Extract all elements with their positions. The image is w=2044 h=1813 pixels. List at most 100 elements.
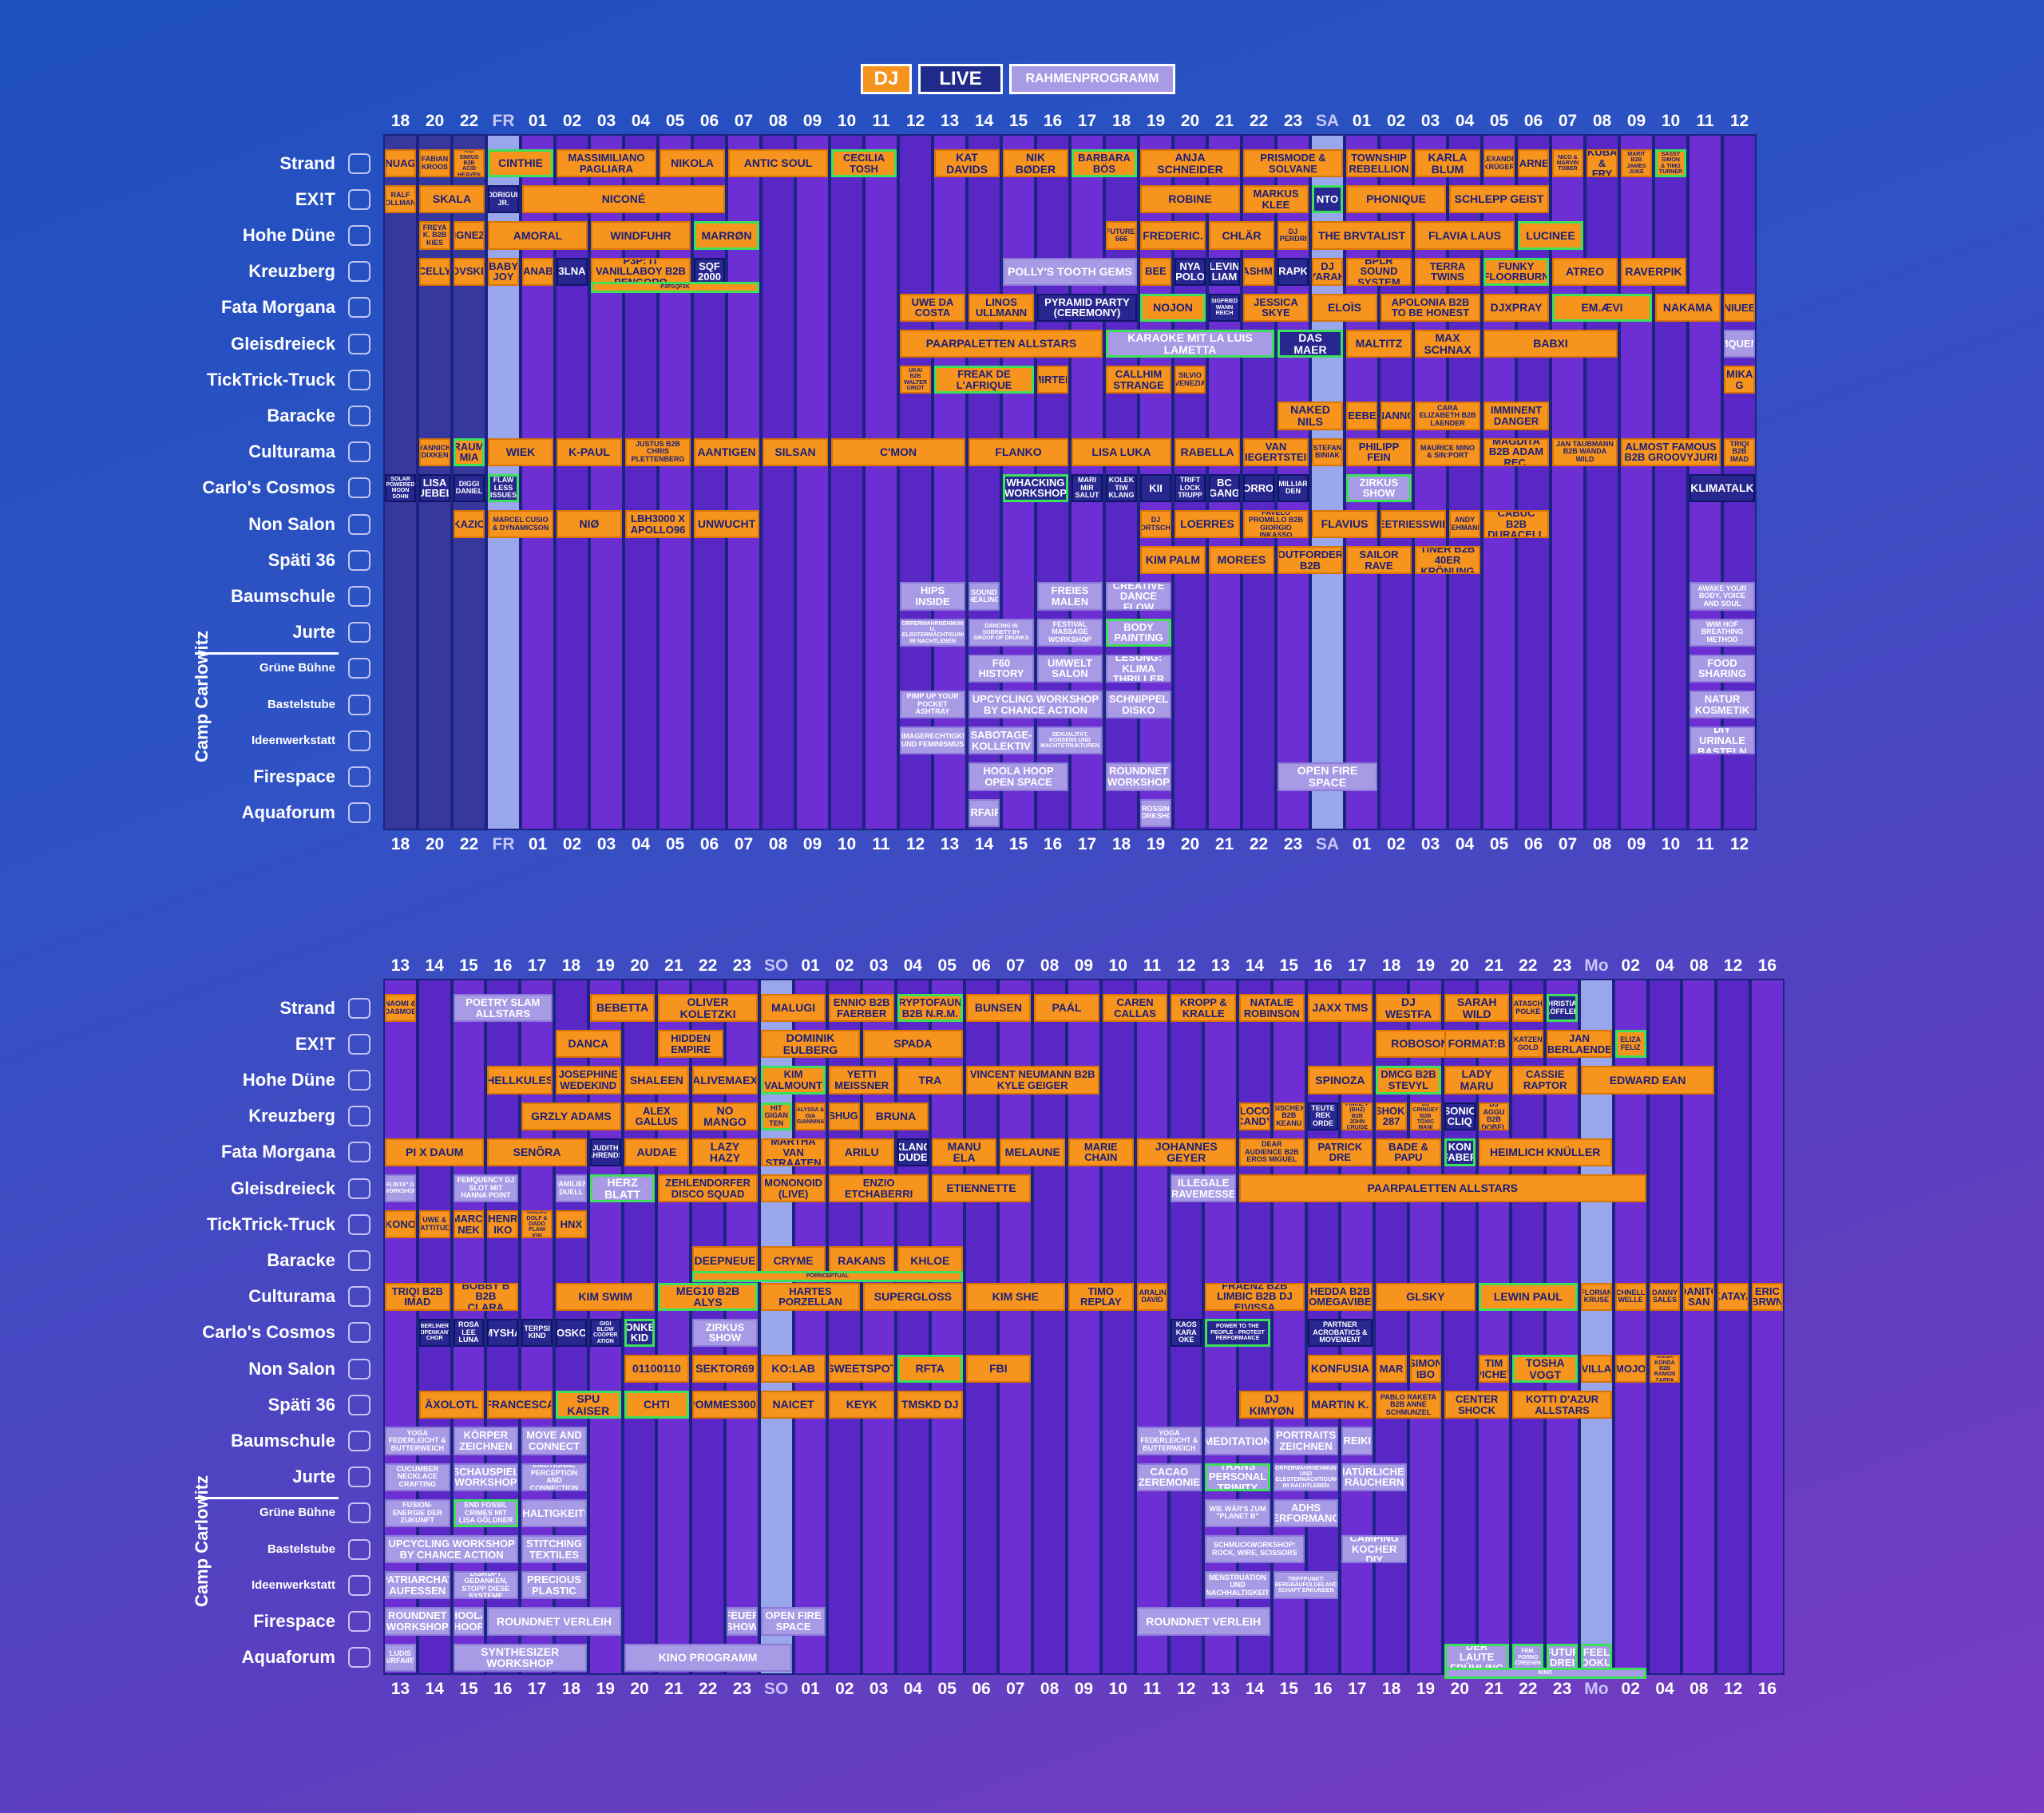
event-dj[interactable]: C'MON xyxy=(831,437,965,466)
event-dj[interactable]: STEFAN BINIAK xyxy=(1312,437,1343,466)
event-rp[interactable]: MENSTRUATION UND NACHHALTIGKEIT xyxy=(1205,1571,1270,1600)
event-dj[interactable]: PATRICK DRE xyxy=(1307,1138,1373,1166)
event-dj[interactable]: UNWUCHT xyxy=(694,510,759,539)
event-dj[interactable]: NANNO xyxy=(1380,402,1412,430)
event-dj[interactable]: MARKUS KLEE xyxy=(1243,185,1309,214)
event-dj[interactable]: DJ AGGU B2B DOBEL xyxy=(1478,1102,1510,1130)
event-dj[interactable]: JAN OBERLAENDER xyxy=(1547,1030,1612,1059)
event-dj[interactable]: TERRA TWINS xyxy=(1415,257,1480,286)
event-dj[interactable]: JAXX TMS xyxy=(1307,994,1373,1023)
event-dj[interactable]: ANDY LEHMANN xyxy=(1449,510,1480,539)
event-live[interactable]: NYA POLO xyxy=(1175,257,1206,286)
event-dj[interactable]: DJ HYPERDRIVE xyxy=(1278,221,1309,250)
event-dj[interactable]: DANCA xyxy=(556,1030,621,1059)
event-dj[interactable]: ENNIO B2B FAERBER xyxy=(829,994,894,1023)
event-rp[interactable]: GUMO HIPS INSIDE YOGA xyxy=(900,582,965,611)
event-dj[interactable]: TRA xyxy=(897,1066,963,1095)
event-dj[interactable]: GLSKY xyxy=(1376,1282,1476,1311)
event-dj[interactable]: TRIQI B2B IMAD xyxy=(1724,437,1755,466)
event-dj[interactable]: MAURICE MINO & SIN:PORT xyxy=(1415,437,1480,466)
event-rp[interactable]: CAMPING KOCHER DIY xyxy=(1341,1535,1407,1564)
event-dj[interactable]: KIM VALMOUNT xyxy=(760,1066,826,1095)
event-rp[interactable]: KÖRPERWAHRNEHMUNG UND SELBSTERMÄCHTIGUNG… xyxy=(1273,1463,1339,1491)
event-live[interactable]: SONIC CLIQ xyxy=(1444,1102,1476,1130)
event-dj[interactable]: BEETRIESSWIRT xyxy=(1380,510,1446,539)
event-dj[interactable]: KIM SHE xyxy=(965,1282,1065,1311)
event-rp[interactable]: MEDITATION xyxy=(1205,1427,1270,1455)
event-dj[interactable]: EM.ÆVI xyxy=(1552,293,1652,322)
event-live[interactable]: NTO xyxy=(1312,185,1343,214)
event-rp[interactable]: POLLY'S TOOTH GEMS xyxy=(1003,257,1137,286)
event-live[interactable]: CHRISTIAN LÖFFLER xyxy=(1547,994,1578,1023)
event-rp[interactable]: ROUNDNET VERLEIH xyxy=(1136,1607,1270,1636)
event-dj[interactable]: CHTI xyxy=(624,1391,690,1419)
event-dj[interactable]: NAKED NILS xyxy=(1278,402,1343,430)
event-rp[interactable]: DIY URINALE BASTELN xyxy=(1689,726,1755,755)
event-rp[interactable]: PRECIOUS PLASTIC xyxy=(521,1571,587,1600)
event-dj[interactable]: MALAC DOLF & DADO FLANI ION xyxy=(521,1210,553,1239)
event-rp[interactable]: AWAKE YOUR BODY, VOICE AND SOUL xyxy=(1689,582,1755,611)
event-dj[interactable]: FLAVIA LAUS xyxy=(1415,221,1515,250)
event-dj[interactable]: RFTA xyxy=(897,1355,963,1384)
event-dj[interactable]: BEBETTA xyxy=(589,994,656,1023)
event-dj[interactable]: MALUGI xyxy=(760,994,826,1023)
event-dj[interactable]: KAT DAVIDS xyxy=(934,149,1000,178)
event-dj[interactable]: NICONÉ xyxy=(522,185,725,214)
event-dj[interactable]: ELIZA FELIZ xyxy=(1614,1030,1646,1059)
event-rp[interactable]: FEEL DOKU xyxy=(1581,1643,1612,1672)
event-dj[interactable]: DJXPRAY xyxy=(1483,293,1549,322)
event-dj[interactable]: BARNET xyxy=(1518,149,1549,178)
event-rp[interactable]: UMWELT SALON xyxy=(1037,654,1103,683)
event-rp[interactable]: ILLEGALE RAVEMESSE xyxy=(1171,1174,1236,1203)
event-dj[interactable]: ALEX GALLUS xyxy=(624,1102,690,1130)
event-dj[interactable]: UKAI B2B WALTER GRIOT xyxy=(900,366,931,394)
event-dj[interactable]: VILLA xyxy=(1581,1355,1612,1384)
event-dj[interactable]: JOHANNES GEYER xyxy=(1136,1138,1236,1166)
event-dj[interactable]: MARALINA DAVID xyxy=(1136,1282,1168,1311)
event-rp[interactable]: CROSSING WORKSHOP xyxy=(1140,798,1171,827)
event-dj[interactable]: FUNKY FLOORBURN xyxy=(1483,257,1549,286)
event-dj[interactable]: FLAVIUS xyxy=(1312,510,1377,539)
event-dj[interactable]: MARIE CHAIN xyxy=(1068,1138,1134,1166)
event-dj[interactable]: IGNEZ xyxy=(454,221,485,250)
event-dj[interactable]: MOREES xyxy=(1209,546,1274,575)
event-dj[interactable]: DJ WESTFA xyxy=(1376,994,1441,1023)
event-rp[interactable]: MOVE AND CONNECT xyxy=(521,1427,587,1455)
event-dj[interactable]: SIMON IBO xyxy=(1410,1355,1441,1384)
event-rp[interactable]: KÖRPER ZEICHNEN xyxy=(453,1427,519,1455)
event-dj[interactable]: LINOS ULLMANN xyxy=(969,293,1034,322)
event-live[interactable]: RAPK xyxy=(1278,257,1309,286)
event-dj[interactable]: DANITO SAN xyxy=(1683,1282,1715,1311)
event-dj[interactable]: ENZIO ETCHABERRI xyxy=(829,1174,929,1203)
event-rp[interactable]: PIMP UP YOUR POCKET ASHTRAY xyxy=(900,691,965,719)
event-dj[interactable]: HANABY xyxy=(522,257,553,286)
event-dj[interactable]: RAVERPIK xyxy=(1621,257,1686,286)
event-dj[interactable]: PABLO RAKETA B2B ANNE SCHMUNZEL xyxy=(1376,1391,1441,1419)
event-dj[interactable]: KATAYA xyxy=(1717,1282,1749,1311)
event-dj[interactable]: HIT GIGAN TEN xyxy=(760,1102,792,1130)
event-dj[interactable]: KARLA BLUM xyxy=(1415,149,1480,178)
event-dj[interactable]: ANNA KONDA B2B RAMON ZAPPA xyxy=(1649,1355,1681,1384)
event-dj[interactable]: CARA ELIZABETH B2B LAENDER xyxy=(1415,402,1480,430)
event-dj[interactable]: OLIVER KOLETZKI xyxy=(658,994,758,1023)
event-live[interactable]: ROSA LEE LUNA xyxy=(453,1318,485,1347)
event-dj[interactable]: TRAUMA MIA xyxy=(454,437,485,466)
event-live[interactable]: DAS MAER xyxy=(1278,330,1343,358)
event-rp[interactable]: ADHS PERFORMANCE xyxy=(1273,1498,1339,1527)
event-dj[interactable]: CINTHIE xyxy=(488,149,553,178)
event-dj[interactable]: FRAENZ B2B LIMBIC B2B DJ EIVISSA xyxy=(1205,1282,1305,1311)
event-dj[interactable]: HELLKULES xyxy=(487,1066,553,1095)
event-live[interactable]: DONKEY KID xyxy=(624,1318,656,1347)
event-rp[interactable]: STITCHING TEXTILES xyxy=(521,1535,587,1564)
event-live[interactable]: GIGI BLOW COOPER ATION xyxy=(589,1318,621,1347)
event-rp[interactable]: FUTUR DREI xyxy=(1547,1643,1578,1672)
event-rp[interactable]: WIM HOF BREATHING METHOD xyxy=(1689,618,1755,647)
event-live[interactable]: KLIMATALK xyxy=(1689,473,1755,502)
event-dj[interactable]: KID SIMIUS B2B ACID HEAVEN xyxy=(454,149,485,178)
event-dj[interactable]: FORMAT:B xyxy=(1444,1030,1510,1059)
event-dj[interactable]: DOMINIK EULBERG xyxy=(760,1030,861,1059)
event-dj[interactable]: BARBARA BÖS xyxy=(1072,149,1137,178)
event-rp[interactable]: "FLINTA" DJ WORKSHOP xyxy=(385,1174,416,1203)
event-live[interactable]: TERPSI KIND xyxy=(521,1318,553,1347)
event-dj[interactable]: ÄXOLOTL xyxy=(418,1391,485,1419)
